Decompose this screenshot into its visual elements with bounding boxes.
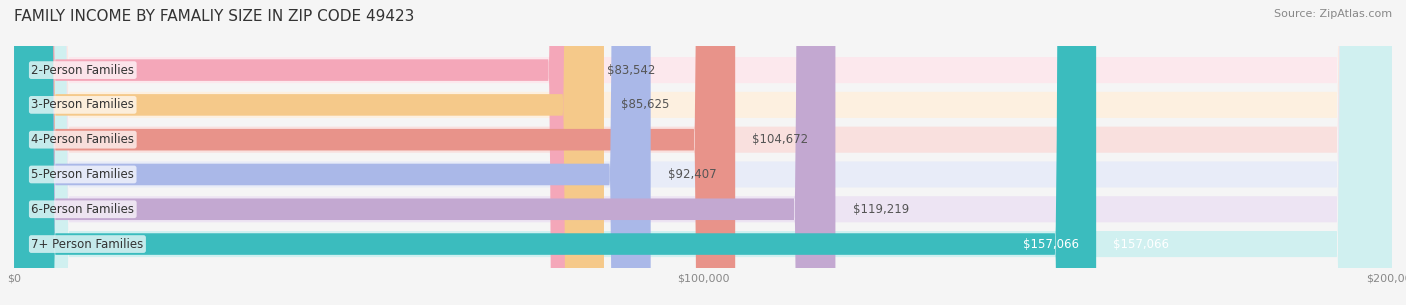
FancyBboxPatch shape	[14, 0, 651, 305]
Text: $157,066: $157,066	[1024, 238, 1078, 250]
Text: FAMILY INCOME BY FAMALIY SIZE IN ZIP CODE 49423: FAMILY INCOME BY FAMALIY SIZE IN ZIP COD…	[14, 9, 415, 24]
FancyBboxPatch shape	[14, 0, 589, 305]
Text: 7+ Person Families: 7+ Person Families	[31, 238, 143, 250]
FancyBboxPatch shape	[14, 0, 1392, 305]
Text: 4-Person Families: 4-Person Families	[31, 133, 135, 146]
Text: $157,066: $157,066	[1114, 238, 1170, 250]
Text: 2-Person Families: 2-Person Families	[31, 64, 135, 77]
Text: $104,672: $104,672	[752, 133, 808, 146]
FancyBboxPatch shape	[14, 0, 1392, 305]
Text: $85,625: $85,625	[621, 99, 669, 111]
Text: 6-Person Families: 6-Person Families	[31, 203, 135, 216]
FancyBboxPatch shape	[14, 0, 1392, 305]
Text: $92,407: $92,407	[668, 168, 717, 181]
FancyBboxPatch shape	[14, 0, 1392, 305]
FancyBboxPatch shape	[14, 0, 1392, 305]
FancyBboxPatch shape	[14, 0, 735, 305]
Text: 5-Person Families: 5-Person Families	[31, 168, 134, 181]
FancyBboxPatch shape	[14, 0, 1097, 305]
FancyBboxPatch shape	[14, 0, 835, 305]
FancyBboxPatch shape	[14, 0, 605, 305]
FancyBboxPatch shape	[14, 0, 1392, 305]
Text: $83,542: $83,542	[607, 64, 655, 77]
Text: Source: ZipAtlas.com: Source: ZipAtlas.com	[1274, 9, 1392, 19]
Text: 3-Person Families: 3-Person Families	[31, 99, 134, 111]
Text: $119,219: $119,219	[852, 203, 908, 216]
